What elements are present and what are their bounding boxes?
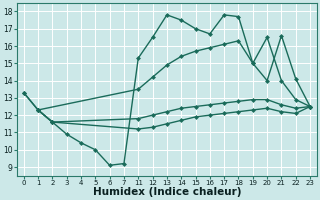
- X-axis label: Humidex (Indice chaleur): Humidex (Indice chaleur): [93, 187, 241, 197]
